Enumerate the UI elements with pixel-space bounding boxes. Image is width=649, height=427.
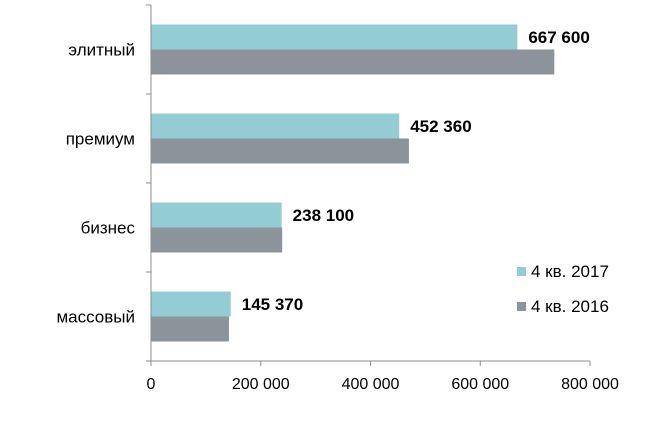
bar-series1-4 <box>151 291 231 317</box>
category-label: премиум <box>66 130 135 149</box>
data-label: 452 360 <box>410 117 471 136</box>
data-label: 145 370 <box>242 295 303 314</box>
legend-swatch <box>517 267 526 276</box>
data-label: 667 600 <box>528 28 589 47</box>
labels-layer: элитный 667 600 премиум 452 360 бизнес 238 10… <box>56 28 589 327</box>
category-label: бизнес <box>81 219 136 238</box>
legend-label: 4 кв. 2017 <box>531 262 609 281</box>
bar-series2-2 <box>151 138 409 164</box>
bar-series1-3 <box>151 202 282 228</box>
axes-layer: 0 200 000 400 000 600 000 800 000 <box>146 4 619 393</box>
bar-series2-3 <box>151 227 283 253</box>
legend: 4 кв. 2017 4 кв. 2016 <box>517 262 609 316</box>
legend-swatch <box>517 302 526 311</box>
x-tick-label: 800 000 <box>561 376 619 393</box>
bars-layer <box>151 24 555 342</box>
legend-label: 4 кв. 2016 <box>531 297 609 316</box>
category-label: элитный <box>68 41 135 60</box>
category-label: массовый <box>56 308 135 327</box>
x-tick-label: 200 000 <box>232 376 290 393</box>
x-tick-label: 600 000 <box>451 376 509 393</box>
x-tick-label: 0 <box>147 376 156 393</box>
x-tick-label: 400 000 <box>342 376 400 393</box>
data-label: 238 100 <box>293 206 354 225</box>
bar-series2-1 <box>151 49 555 75</box>
bar-series1-2 <box>151 113 400 139</box>
bar-series2-4 <box>151 316 229 342</box>
bar-series1-1 <box>151 24 518 50</box>
